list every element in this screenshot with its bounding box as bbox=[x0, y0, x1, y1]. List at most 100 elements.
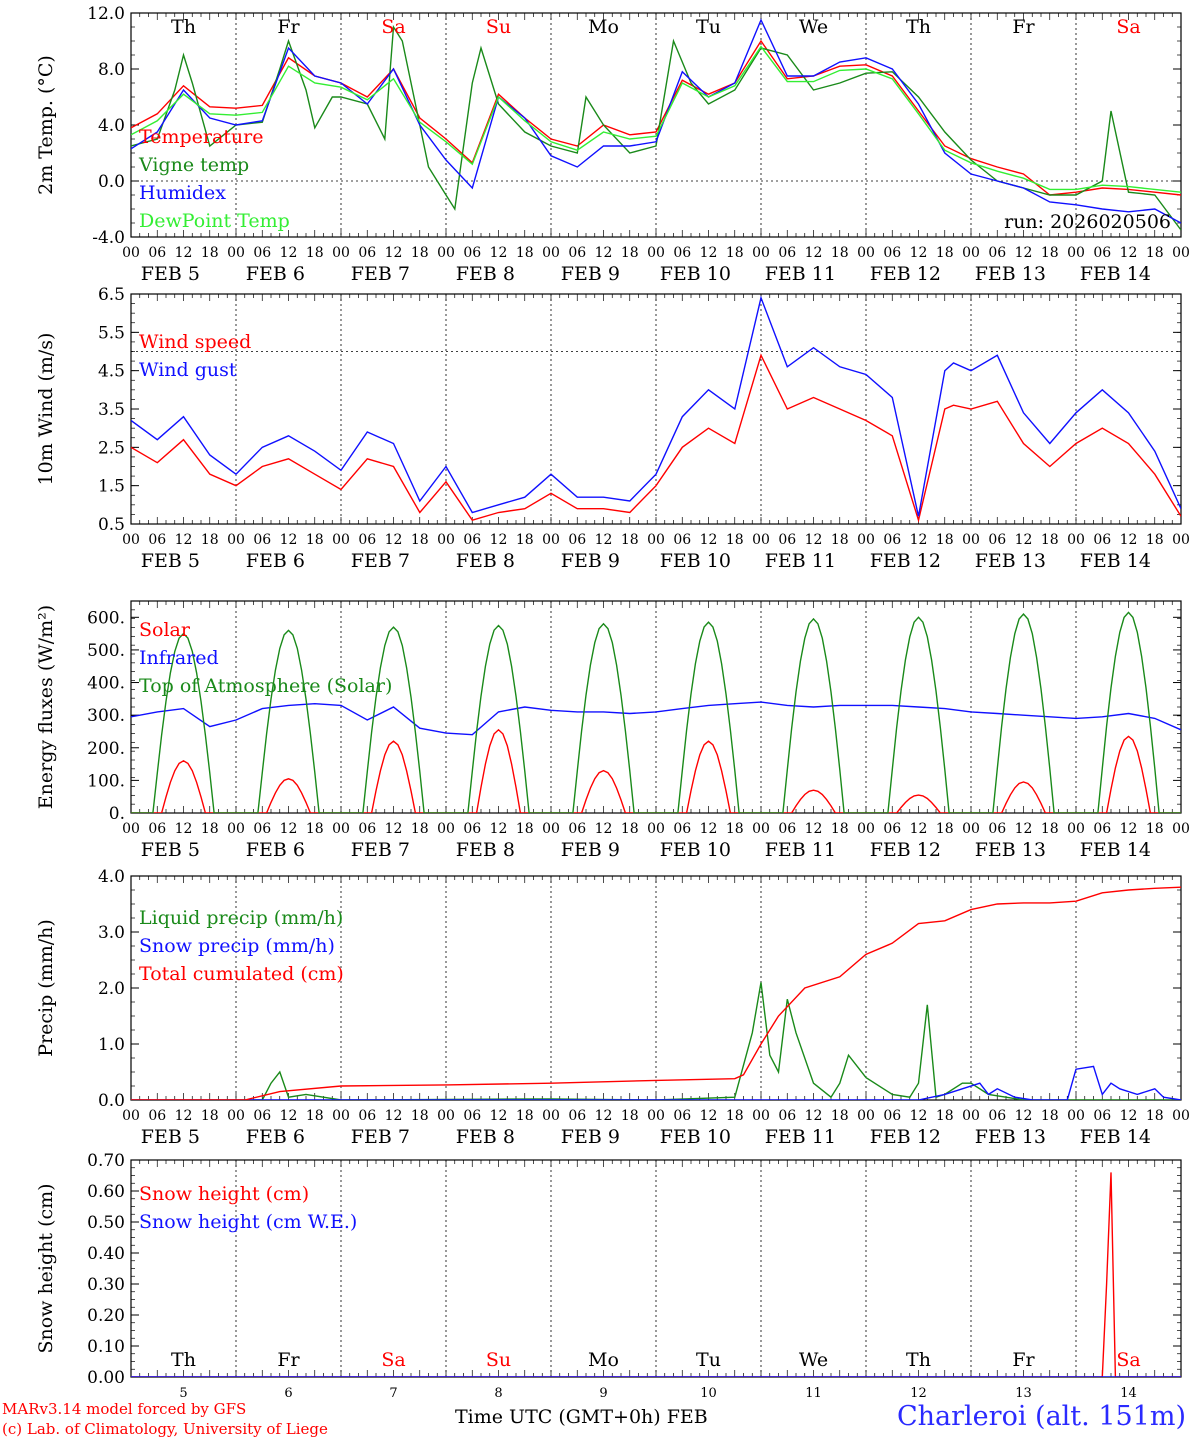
y-tick-label: 3.0 bbox=[98, 923, 125, 943]
y-tick-label: 0. bbox=[109, 804, 125, 824]
day-abbr: Tu bbox=[696, 1349, 721, 1371]
hour-label: 18 bbox=[516, 245, 534, 261]
hour-label: 06 bbox=[883, 245, 901, 261]
hour-label: 00 bbox=[752, 1108, 770, 1124]
hour-label: 12 bbox=[910, 532, 928, 548]
y-tick-label: 2.5 bbox=[98, 438, 125, 458]
panel-5: 0.70 0.60 0.50 0.40 0.30 0.20 0.10 0.00 Snow hei… bbox=[35, 1151, 1182, 1401]
y-tick-label: 1.5 bbox=[98, 477, 125, 497]
date-label: FEB 9 bbox=[561, 1126, 620, 1148]
y-axis-label: Snow height (cm) bbox=[35, 1183, 57, 1353]
legend-entry: Snow height (cm W.E.) bbox=[139, 1211, 357, 1233]
date-label: FEB 9 bbox=[561, 839, 620, 861]
day-number: 10 bbox=[700, 1386, 717, 1401]
hour-label: 00 bbox=[227, 1108, 245, 1124]
date-label: FEB 14 bbox=[1080, 839, 1151, 861]
date-label: FEB 12 bbox=[870, 1126, 941, 1148]
legend-entry: Total cumulated (cm) bbox=[139, 963, 344, 985]
hour-label: 00 bbox=[752, 245, 770, 261]
date-label: FEB 10 bbox=[660, 550, 731, 572]
day-abbr: Sa bbox=[381, 1349, 405, 1371]
y-tick-label: 0.30 bbox=[87, 1275, 125, 1295]
hour-label: 12 bbox=[700, 821, 718, 837]
hour-label: 00 bbox=[647, 245, 665, 261]
hour-label: 00 bbox=[542, 821, 560, 837]
hour-label: 06 bbox=[253, 532, 271, 548]
hour-label: 18 bbox=[621, 1108, 639, 1124]
day-abbr: Th bbox=[906, 1349, 931, 1371]
hour-label: 06 bbox=[1093, 532, 1111, 548]
date-label: FEB 13 bbox=[975, 1126, 1046, 1148]
hour-label: 06 bbox=[778, 245, 796, 261]
date-label: FEB 5 bbox=[141, 263, 200, 285]
hour-label: 06 bbox=[568, 532, 586, 548]
hour-label: 12 bbox=[1120, 821, 1138, 837]
hour-label: 18 bbox=[936, 245, 954, 261]
date-label: FEB 14 bbox=[1080, 263, 1151, 285]
y-tick-label: 8.0 bbox=[98, 60, 125, 80]
y-tick-label: 5.5 bbox=[98, 323, 125, 343]
y-tick-label: 500. bbox=[87, 641, 125, 661]
legend-entry: Wind gust bbox=[139, 359, 237, 381]
date-label: FEB 10 bbox=[660, 839, 731, 861]
date-label: FEB 11 bbox=[765, 550, 836, 572]
hour-label: 18 bbox=[516, 821, 534, 837]
hour-label: 06 bbox=[883, 532, 901, 548]
hour-label: 18 bbox=[1041, 532, 1059, 548]
hour-label: 00 bbox=[122, 1108, 140, 1124]
hour-label: 18 bbox=[726, 245, 744, 261]
model-credit: MARv3.14 model forced by GFS bbox=[2, 1400, 247, 1418]
hour-label: 18 bbox=[306, 245, 324, 261]
series-line-top-of-atmosphere-solar- bbox=[131, 611, 1181, 813]
hour-label: 12 bbox=[385, 821, 403, 837]
hour-label: 00 bbox=[647, 532, 665, 548]
hour-label: 00 bbox=[332, 245, 350, 261]
day-abbr: Fr bbox=[1012, 1349, 1035, 1371]
y-tick-label: -4.0 bbox=[92, 228, 125, 248]
hour-label: 12 bbox=[1015, 245, 1033, 261]
hour-label: 00 bbox=[1067, 821, 1085, 837]
y-tick-label: 2.0 bbox=[98, 979, 125, 999]
hour-label: 18 bbox=[726, 532, 744, 548]
hour-label: 00 bbox=[1067, 1108, 1085, 1124]
hour-label: 00 bbox=[752, 821, 770, 837]
y-axis-label: Precip (mm/h) bbox=[35, 919, 57, 1057]
hour-label: 00 bbox=[962, 245, 980, 261]
hour-label: 18 bbox=[726, 821, 744, 837]
hour-label: 00 bbox=[962, 532, 980, 548]
hour-label: 18 bbox=[621, 532, 639, 548]
series-line-temperature bbox=[131, 39, 1181, 196]
hour-label: 00 bbox=[227, 821, 245, 837]
hour-label: 12 bbox=[805, 1108, 823, 1124]
hour-label: 18 bbox=[1146, 245, 1164, 261]
day-abbr: We bbox=[799, 1349, 828, 1371]
hour-label: 06 bbox=[568, 821, 586, 837]
hour-label: 18 bbox=[621, 245, 639, 261]
date-label: FEB 11 bbox=[765, 1126, 836, 1148]
hour-label: 18 bbox=[306, 1108, 324, 1124]
hour-label: 18 bbox=[516, 1108, 534, 1124]
hour-label: 12 bbox=[595, 532, 613, 548]
hour-label: 06 bbox=[253, 821, 271, 837]
hour-label: 18 bbox=[936, 532, 954, 548]
hour-label: 12 bbox=[700, 1108, 718, 1124]
hour-label: 12 bbox=[1015, 1108, 1033, 1124]
hour-label: 12 bbox=[1120, 245, 1138, 261]
hour-label: 06 bbox=[673, 532, 691, 548]
hour-label: 12 bbox=[595, 821, 613, 837]
day-number: 5 bbox=[179, 1386, 187, 1401]
run-annotation: run: 2026020506 bbox=[1004, 211, 1171, 233]
hour-label: 18 bbox=[831, 245, 849, 261]
day-abbr: Sa bbox=[1116, 16, 1140, 38]
hour-label: 12 bbox=[700, 532, 718, 548]
date-label: FEB 8 bbox=[456, 839, 515, 861]
hour-label: 12 bbox=[700, 245, 718, 261]
day-abbr: Sa bbox=[381, 16, 405, 38]
legend-entry: Solar bbox=[139, 619, 191, 641]
hour-label: 12 bbox=[805, 532, 823, 548]
hour-label: 12 bbox=[595, 1108, 613, 1124]
legend-entry: Humidex bbox=[139, 182, 226, 204]
series-line-humidex bbox=[131, 18, 1181, 224]
day-abbr: Fr bbox=[1012, 16, 1035, 38]
